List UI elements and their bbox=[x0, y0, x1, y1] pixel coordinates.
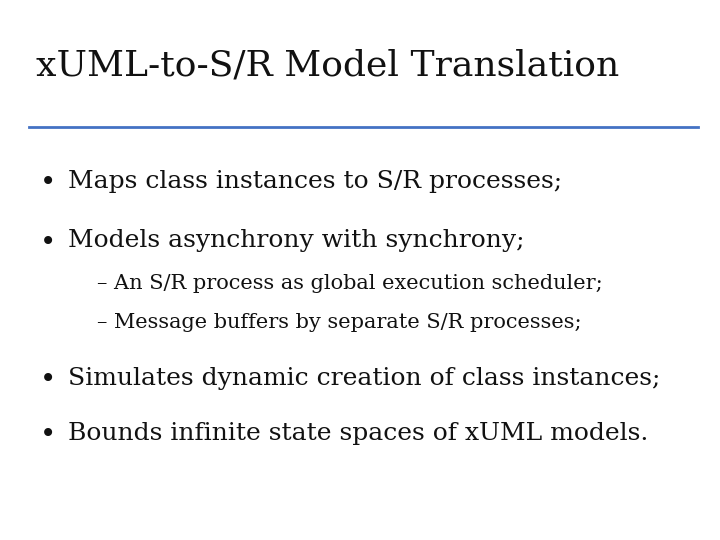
Text: •: • bbox=[40, 422, 56, 449]
Text: •: • bbox=[40, 170, 56, 197]
Text: Maps class instances to S/R processes;: Maps class instances to S/R processes; bbox=[68, 170, 562, 193]
Text: – An S/R process as global execution scheduler;: – An S/R process as global execution sch… bbox=[97, 274, 603, 293]
Text: Bounds infinite state spaces of xUML models.: Bounds infinite state spaces of xUML mod… bbox=[68, 422, 649, 446]
Text: – Message buffers by separate S/R processes;: – Message buffers by separate S/R proces… bbox=[97, 313, 582, 332]
Text: •: • bbox=[40, 230, 56, 256]
Text: Simulates dynamic creation of class instances;: Simulates dynamic creation of class inst… bbox=[68, 367, 661, 390]
Text: xUML-to-S/R Model Translation: xUML-to-S/R Model Translation bbox=[36, 49, 619, 83]
Text: •: • bbox=[40, 367, 56, 394]
Text: Models asynchrony with synchrony;: Models asynchrony with synchrony; bbox=[68, 230, 525, 253]
